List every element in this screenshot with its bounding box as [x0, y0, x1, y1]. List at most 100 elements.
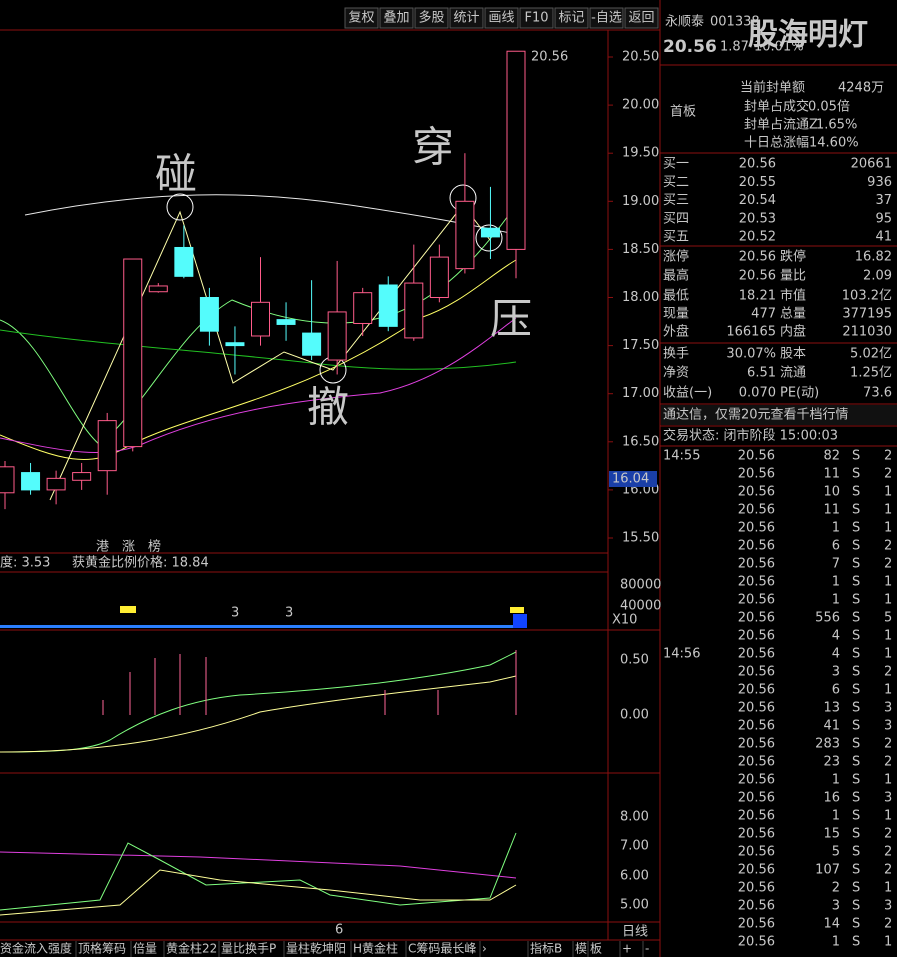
book-price: 20.55 [739, 175, 776, 190]
tab[interactable]: 板 [590, 942, 602, 956]
stat-value: 73.6 [863, 386, 892, 401]
tick-volume: 556 [815, 611, 840, 626]
info-label: 十日总涨幅 [744, 136, 809, 151]
tab[interactable]: 倍量 [133, 941, 157, 956]
stat-label: 股本 [780, 347, 806, 362]
toolbar-button-label[interactable]: 叠加 [383, 11, 409, 26]
info-value: 4248万 [838, 81, 884, 96]
info-value: 0.05倍 [808, 100, 850, 115]
tick-price: 20.56 [738, 665, 775, 680]
tick-side: S [852, 845, 860, 860]
toolbar-button-label[interactable]: 标记 [558, 11, 584, 26]
tick-side: S [852, 719, 860, 734]
price-tick-label: 18.50 [622, 242, 659, 257]
book-volume: 37 [875, 193, 892, 208]
banner[interactable]: 通达信，仅需20元查看千档行情 [663, 407, 849, 423]
tick-side: S [852, 611, 860, 626]
candle-body [46, 477, 66, 491]
tab[interactable]: - [645, 942, 649, 956]
tick-count: 1 [884, 647, 892, 662]
tick-volume: 11 [823, 467, 840, 482]
tab[interactable]: C筹码最长峰 [408, 942, 476, 956]
toolbar-button[interactable] [449, 7, 484, 29]
price-tick-label: 19.00 [622, 194, 659, 209]
tab[interactable]: H黄金柱 [353, 941, 398, 956]
stat-label: 内盘 [780, 324, 806, 340]
toolbar-button-label[interactable]: 复权 [348, 10, 374, 26]
tick-price: 20.56 [738, 773, 775, 788]
toolbar-button-label[interactable]: 多股 [418, 10, 444, 26]
tick-volume: 13 [823, 701, 840, 716]
toolbar-button-label[interactable]: 统计 [453, 11, 479, 26]
price-tick-label: 19.50 [622, 146, 659, 161]
tab[interactable]: 黄金柱22 [166, 941, 217, 956]
tick-volume: 1 [832, 935, 840, 950]
toolbar-button[interactable] [589, 7, 624, 29]
tick-price: 20.56 [738, 575, 775, 590]
tick-volume: 4 [832, 629, 840, 644]
tick-volume: 41 [823, 719, 840, 734]
price-tick-label: 15.50 [622, 531, 659, 546]
book-price: 20.52 [739, 230, 776, 245]
period: 日线 [622, 925, 648, 940]
change: 1.87 [720, 40, 749, 55]
stat-label: 换手 [663, 347, 689, 362]
tick-price: 20.56 [738, 719, 775, 734]
tick-side: S [852, 755, 860, 770]
tag: 港 [96, 540, 109, 555]
toolbar-button[interactable] [484, 7, 519, 29]
tick-volume: 3 [832, 665, 840, 680]
tick-price: 20.56 [738, 845, 775, 860]
toolbar-button-label[interactable]: F10 [524, 11, 548, 26]
toolbar-button[interactable] [414, 7, 449, 29]
tick-price: 20.56 [738, 899, 775, 914]
tab[interactable]: 指标B [530, 941, 562, 956]
tick-count: 2 [884, 845, 892, 860]
tab[interactable]: + [622, 942, 632, 956]
tab[interactable]: › [482, 942, 487, 956]
tab[interactable]: 量比换手P [221, 942, 276, 956]
tick-count: 3 [884, 791, 892, 806]
tick-volume: 11 [823, 503, 840, 518]
candle-body [148, 285, 168, 293]
stat-value: 30.07% [726, 347, 776, 362]
tick-count: 2 [884, 917, 892, 932]
tab[interactable]: 量柱乾坤阳 [286, 941, 346, 956]
toolbar-button[interactable] [519, 7, 554, 29]
tick-count: 1 [884, 485, 892, 500]
toolbar-button[interactable] [554, 7, 589, 29]
price-tick-label: 17.50 [622, 338, 659, 353]
tick-side: S [852, 593, 860, 608]
stat-value: 5.02亿 [850, 347, 892, 362]
stat-label: 涨停 [663, 249, 689, 265]
toolbar-button[interactable] [344, 7, 379, 29]
tick-count: 1 [884, 521, 892, 536]
stat-label: 流通 [780, 366, 806, 381]
tick-time: 14:55 [663, 449, 700, 464]
toolbar-button[interactable] [624, 7, 659, 29]
toolbar-button-label[interactable]: 画线 [488, 11, 514, 26]
candle-body [97, 420, 117, 472]
tick-volume: 10 [823, 485, 840, 500]
tick-side: S [852, 665, 860, 680]
tab[interactable]: 顶格筹码 [78, 941, 126, 956]
toolbar-button[interactable] [379, 7, 414, 29]
tick-volume: 6 [832, 683, 840, 698]
info-label: 当前封单额 [740, 80, 805, 96]
tab[interactable]: 模 [575, 942, 587, 956]
tick-side: S [852, 503, 860, 518]
indicator-value: 度: 3.53 [0, 555, 50, 571]
tick-side: S [852, 485, 860, 500]
candle-body [72, 472, 92, 481]
tick-price: 20.56 [738, 827, 775, 842]
toolbar-button-label[interactable]: -自选 [591, 11, 622, 26]
toolbar-button-label[interactable]: 返回 [628, 11, 654, 26]
tick-side: S [852, 899, 860, 914]
price-tick-label: 20.50 [622, 50, 659, 65]
tab[interactable]: 资金流入强度 [0, 941, 72, 956]
volume-mark: 3 [285, 606, 293, 621]
price-tick-label: 17.00 [622, 386, 659, 401]
price-tag [609, 471, 657, 487]
candle-body [404, 282, 424, 339]
stat-value: 166165 [726, 325, 776, 340]
